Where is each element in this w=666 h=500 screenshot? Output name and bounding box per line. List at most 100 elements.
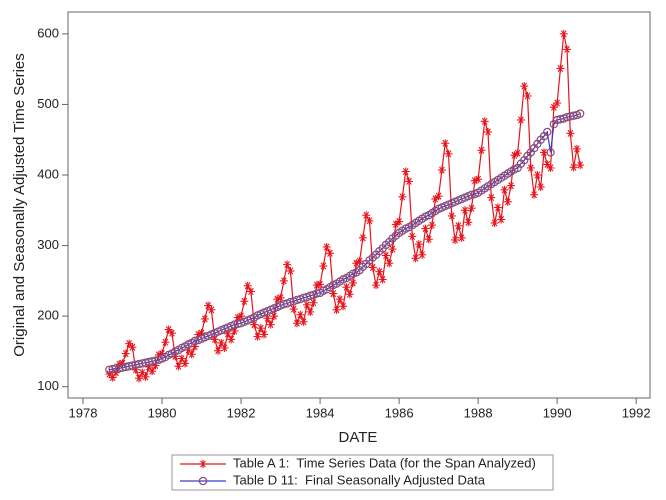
y-tick-label: 600 <box>37 25 59 40</box>
x-tick-label: 1982 <box>227 405 256 420</box>
data-point <box>437 166 446 175</box>
data-point <box>414 240 423 249</box>
data-point <box>227 335 236 344</box>
data-point <box>381 251 390 260</box>
data-point <box>378 275 387 284</box>
data-point <box>316 280 325 289</box>
y-tick-label: 400 <box>37 166 59 181</box>
data-point <box>526 163 535 172</box>
data-point <box>174 362 183 371</box>
data-point <box>375 267 384 276</box>
data-point <box>306 307 315 316</box>
legend-symbol <box>199 460 207 468</box>
data-point <box>207 305 216 314</box>
x-tick-label: 1978 <box>69 405 98 420</box>
data-point <box>128 343 137 352</box>
data-point <box>474 175 483 184</box>
data-point <box>167 329 176 338</box>
data-point <box>477 146 486 155</box>
x-tick-label: 1980 <box>148 405 177 420</box>
data-point <box>296 310 305 319</box>
data-point <box>460 206 469 215</box>
data-point <box>187 350 196 359</box>
data-point <box>572 144 581 153</box>
data-point <box>520 82 529 91</box>
x-tick-label: 1986 <box>385 405 414 420</box>
data-point <box>523 91 532 100</box>
data-point <box>276 293 285 302</box>
data-point <box>536 183 545 192</box>
data-point <box>467 204 476 213</box>
x-tick-label: 1992 <box>622 405 651 420</box>
data-point <box>329 289 338 298</box>
data-point <box>250 320 259 329</box>
x-tick-label: 1984 <box>306 405 335 420</box>
y-tick-label: 200 <box>37 308 59 323</box>
data-point <box>269 312 278 321</box>
data-point <box>368 263 377 272</box>
data-point <box>424 235 433 244</box>
data-point <box>487 193 496 202</box>
data-point <box>451 235 460 244</box>
data-point <box>121 349 130 358</box>
data-point <box>556 64 565 73</box>
series-markers <box>105 109 585 374</box>
data-point <box>490 218 499 227</box>
data-point <box>484 127 493 136</box>
data-point <box>411 254 420 263</box>
data-point <box>141 372 150 381</box>
data-point <box>507 181 516 190</box>
data-point <box>289 305 298 314</box>
data-point <box>266 320 275 329</box>
data-point <box>421 224 430 233</box>
data-point <box>138 368 147 377</box>
data-point <box>497 215 506 224</box>
legend-label: Table A 1: Time Series Data (for the Spa… <box>233 455 536 470</box>
data-point <box>135 374 144 383</box>
data-point <box>444 149 453 158</box>
data-point <box>553 99 562 108</box>
data-point <box>181 359 190 368</box>
data-point <box>398 192 407 201</box>
legend-symbol <box>198 476 208 486</box>
legend-frame <box>171 454 554 491</box>
plot-frame <box>67 11 651 399</box>
data-point <box>543 127 552 137</box>
data-point <box>200 314 209 323</box>
data-point <box>348 278 357 287</box>
data-point <box>434 192 443 201</box>
y-tick-label: 300 <box>37 237 59 252</box>
data-point <box>286 266 295 275</box>
data-point <box>441 139 450 148</box>
data-point <box>566 129 575 138</box>
data-point <box>263 314 272 323</box>
y-tick-label: 100 <box>37 378 59 393</box>
data-point <box>220 343 229 352</box>
data-point <box>480 117 489 126</box>
x-tick-label: 1990 <box>543 405 572 420</box>
data-point <box>358 233 367 242</box>
data-point <box>246 287 255 296</box>
data-point <box>293 319 302 328</box>
data-point <box>332 305 341 314</box>
data-point <box>575 109 585 118</box>
data-point <box>273 295 282 304</box>
y-axis-label: Original and Seasonally Adjusted Time Se… <box>11 53 28 357</box>
data-point <box>214 346 223 355</box>
data-point <box>385 259 394 268</box>
data-point <box>345 290 354 299</box>
data-point <box>302 300 311 309</box>
data-point <box>322 242 331 251</box>
data-point <box>516 115 525 124</box>
data-point <box>335 295 344 304</box>
data-point <box>563 45 572 54</box>
data-point <box>428 221 437 230</box>
data-point <box>447 211 456 220</box>
data-point <box>401 167 410 176</box>
data-point <box>260 330 269 339</box>
data-point <box>279 276 288 285</box>
data-point <box>493 203 502 212</box>
data-point <box>256 324 265 333</box>
